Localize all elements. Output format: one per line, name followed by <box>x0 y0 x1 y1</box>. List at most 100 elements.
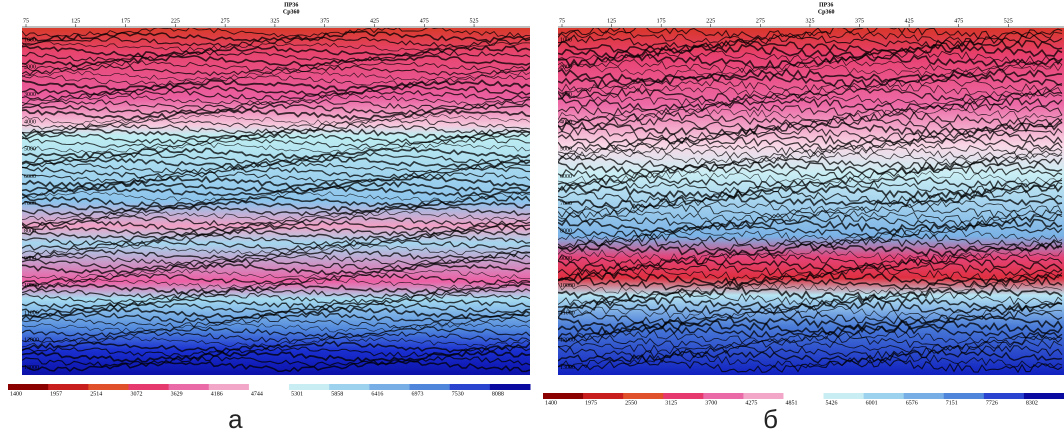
colorbar-swatch <box>449 384 491 390</box>
trace <box>22 127 530 141</box>
trace <box>558 305 1063 320</box>
trace <box>558 183 1063 200</box>
x-tick-label: 375 <box>320 18 329 24</box>
trace <box>22 89 530 101</box>
colorbar-swatch <box>208 384 250 390</box>
colorbar-swatch <box>329 384 370 390</box>
trace <box>558 161 1063 175</box>
trace <box>558 87 1063 103</box>
trace <box>558 146 1063 160</box>
colorbar-swatch <box>489 384 531 390</box>
colorbar-swatch <box>583 393 624 399</box>
colorbar-swatch <box>369 384 411 390</box>
trace <box>558 242 1063 258</box>
y-tick-label: 1000 <box>24 37 36 43</box>
trace <box>558 213 1063 229</box>
trace <box>22 64 530 77</box>
x-tick-label: 275 <box>756 18 765 24</box>
colorbar-label: 3700 <box>705 400 717 406</box>
y-tick-label: 7000 <box>24 201 36 207</box>
trace <box>22 288 530 299</box>
trace <box>558 49 1063 64</box>
trace <box>558 354 1063 369</box>
colorbar-label: 5858 <box>331 391 343 397</box>
colorbar-label: 1975 <box>585 400 597 406</box>
x-tick-label: 425 <box>905 18 914 24</box>
trace <box>22 278 530 290</box>
trace <box>558 39 1063 54</box>
x-tick-label: 225 <box>706 18 715 24</box>
colorbar-swatch <box>88 384 129 390</box>
colorbar-label: 4744 <box>251 391 263 397</box>
section-header: Cp360 <box>283 9 300 15</box>
trace <box>558 179 1063 195</box>
trace <box>22 185 530 198</box>
x-tick-label: 475 <box>954 18 963 24</box>
colorbar-swatch <box>783 393 825 399</box>
trace <box>22 156 530 170</box>
colorbar-label: 4186 <box>211 391 223 397</box>
colorbar-label: 7530 <box>452 391 464 397</box>
x-tick-label: 175 <box>657 18 666 24</box>
y-tick-label: 4000 <box>560 119 572 125</box>
x-tick-label: 275 <box>221 18 230 24</box>
trace <box>558 314 1063 331</box>
x-tick-label: 125 <box>71 18 80 24</box>
colorbar-swatch <box>663 393 704 399</box>
trace <box>558 97 1063 112</box>
trace <box>22 331 530 344</box>
trace <box>22 123 530 136</box>
trace <box>558 228 1063 243</box>
trace <box>22 171 530 184</box>
y-tick-label: 11000 <box>24 310 39 316</box>
colorbar-label: 3125 <box>665 400 677 406</box>
trace <box>22 239 530 252</box>
trace <box>22 205 530 217</box>
trace <box>558 170 1063 185</box>
trace <box>558 199 1063 214</box>
trace <box>22 137 530 149</box>
x-tick-label: 375 <box>855 18 864 24</box>
trace <box>22 175 530 189</box>
y-tick-label: 13000 <box>24 365 39 371</box>
trace <box>558 140 1063 156</box>
trace <box>22 210 530 222</box>
y-tick-label: 8000 <box>24 228 36 234</box>
colorbar-label: 2550 <box>625 400 637 406</box>
trace <box>22 118 530 130</box>
y-tick-label: 6000 <box>24 174 36 180</box>
colorbar-label: 6576 <box>906 400 918 406</box>
trace <box>22 316 530 329</box>
y-tick-label: 10000 <box>24 283 39 289</box>
trace <box>22 355 530 368</box>
x-tick-label: 125 <box>607 18 616 24</box>
colorbar-swatch <box>48 384 89 390</box>
trace <box>22 69 530 82</box>
trace <box>22 321 530 333</box>
colorbar-label: 6001 <box>866 400 878 406</box>
trace <box>22 49 530 63</box>
x-tick-label: 425 <box>370 18 379 24</box>
colorbar-label: 4851 <box>785 400 797 406</box>
trace <box>558 262 1063 277</box>
panel-caption: б <box>763 404 778 434</box>
trace <box>558 121 1063 136</box>
colorbar-label: 6416 <box>371 391 383 397</box>
y-tick-label: 3000 <box>24 92 36 98</box>
x-tick-label: 75 <box>559 18 565 24</box>
trace <box>22 108 530 121</box>
trace <box>22 103 530 116</box>
trace <box>22 359 530 373</box>
trace <box>22 54 530 68</box>
trace <box>558 320 1063 336</box>
y-tick-label: 6000 <box>560 174 572 180</box>
trace <box>22 60 530 72</box>
y-tick-label: 12000 <box>24 338 39 344</box>
y-tick-label: 9000 <box>24 256 36 262</box>
trace <box>22 84 530 96</box>
colorbar-label: 5301 <box>291 391 303 397</box>
trace <box>22 113 530 125</box>
trace <box>558 126 1063 142</box>
y-tick-label: 9000 <box>560 256 572 262</box>
